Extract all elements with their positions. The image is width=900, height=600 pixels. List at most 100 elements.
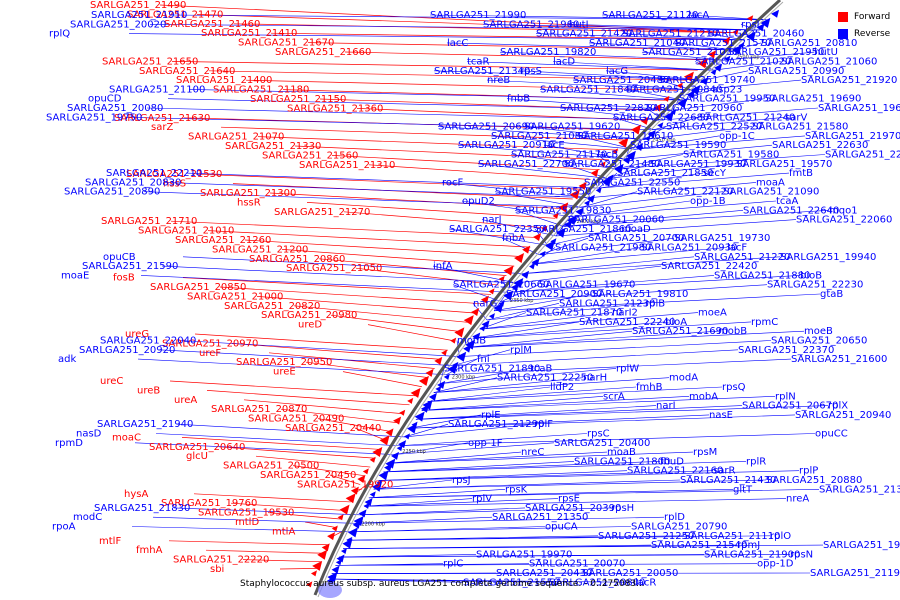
reverse-gene-arrow [625, 150, 636, 161]
reverse-connector [596, 154, 617, 170]
legend-item-reverse: Reverse [838, 25, 890, 42]
forward-gene-label: SARLGA251_20450 [260, 470, 356, 481]
reverse-gene-label: rocF [442, 177, 464, 188]
reverse-gene-label: SARLGA251_19670 [539, 280, 635, 291]
reverse-gene-label: SARLGA251_19940 [780, 252, 876, 263]
reverse-gene-label: SARLGA251_20900 [506, 289, 602, 300]
reverse-connector [486, 79, 694, 91]
forward-gene-arrow [327, 532, 336, 541]
reverse-gene-label: mobB [718, 326, 747, 337]
reverse-gene-arrow [690, 84, 701, 95]
reverse-gene-label: SARLGA251_19950 [679, 94, 775, 105]
kbp-tick-label: 2400 kbp [577, 219, 601, 225]
reverse-connector [427, 386, 551, 402]
reverse-gene-label: SARLGA251_21920 [801, 75, 897, 86]
forward-connector [233, 23, 737, 34]
reverse-gene-label: secY [703, 168, 727, 179]
reverse-connector [703, 70, 749, 81]
reverse-connector [616, 154, 826, 170]
reverse-gene-label: moaE [61, 270, 89, 281]
reverse-connector [559, 107, 664, 121]
reverse-gene-arrow [566, 215, 577, 226]
reverse-gene-label: SARLGA251_21230 [559, 298, 655, 309]
reverse-connector [185, 172, 599, 189]
forward-gene-label: hysA [124, 489, 148, 500]
reverse-connector [508, 275, 801, 293]
reverse-gene-label: opp-1C [719, 131, 755, 142]
forward-gene-arrow [640, 116, 649, 125]
reverse-gene-arrow [513, 278, 524, 289]
reverse-gene-label: rplW [616, 363, 639, 374]
reverse-gene-arrow [340, 548, 347, 555]
forward-gene-arrow [321, 543, 330, 552]
reverse-gene-label: SARLGA251_22350 [449, 224, 545, 235]
forward-connector [304, 521, 338, 529]
reverse-gene-label: SARLGA251_20020 [70, 19, 166, 30]
reverse-gene-arrow [331, 565, 340, 574]
reverse-connector [404, 423, 449, 438]
forward-connector [294, 145, 609, 161]
reverse-gene-label: lacG [606, 66, 628, 77]
reverse-connector [472, 321, 666, 339]
reverse-gene-label: SARLGA251_19690 [765, 94, 861, 105]
forward-gene-label: fmhA [136, 545, 163, 556]
reverse-connector [531, 247, 642, 265]
reverse-gene-label: rplB [645, 298, 665, 309]
reverse-gene-label: moeA [698, 308, 727, 319]
forward-gene-arrow [441, 349, 448, 356]
forward-gene-arrow [522, 245, 531, 254]
reverse-gene-label: rplR [746, 456, 766, 467]
forward-gene-label: ureA [174, 395, 197, 406]
forward-connector [207, 230, 531, 248]
reverse-connector [564, 210, 744, 227]
reverse-gene-label: SARLGA251_19810 [592, 289, 688, 300]
forward-gene-label: SARLGA251_21460 [164, 19, 260, 30]
reverse-swatch [838, 28, 848, 39]
reverse-gene-arrow [686, 90, 695, 99]
reverse-connector [421, 396, 604, 411]
reverse-connector [466, 330, 633, 348]
reverse-connector [373, 479, 767, 490]
reverse-connector [534, 228, 549, 246]
reverse-gene-arrow [586, 194, 595, 203]
reverse-connector [616, 154, 684, 170]
reverse-connector [472, 303, 488, 321]
reverse-gene-label: nreB [487, 75, 510, 86]
forward-gene-arrow [310, 570, 317, 577]
reverse-gene-label: rplN [775, 391, 796, 402]
forward-connector [244, 239, 523, 257]
reverse-gene-label: rpmJ [737, 540, 760, 551]
reverse-gene-arrow [731, 44, 742, 55]
reverse-gene-arrow [531, 258, 540, 267]
reverse-connector [452, 284, 502, 302]
reverse-gene-label: SARLGA251_20800 [549, 577, 645, 588]
reverse-connector [335, 563, 758, 566]
reverse-connector [625, 89, 684, 101]
reverse-gene-label: SARLGA251_21480 [564, 159, 660, 170]
reverse-connector [457, 144, 626, 160]
forward-connector [168, 540, 329, 546]
forward-connector [256, 296, 477, 314]
reverse-gene-label: adk [58, 354, 76, 365]
reverse-gene-label: SARLGA251_22420 [661, 261, 757, 272]
forward-gene-arrow [393, 416, 402, 425]
reverse-connector [588, 42, 735, 51]
reverse-gene-label: SARLGA251_19750 [46, 112, 142, 123]
reverse-gene-label: SARLGA251_21210 [622, 29, 718, 40]
reverse-connector [663, 107, 819, 121]
reverse-connector [524, 256, 695, 274]
reverse-gene-label: SARLGA251_21190 [810, 568, 900, 579]
reverse-connector [161, 265, 517, 284]
forward-connector [306, 202, 556, 219]
reverse-connector [393, 442, 555, 455]
reverse-gene-arrow [745, 31, 756, 42]
forward-gene-label: mtlF [99, 536, 121, 547]
reverse-connector [466, 330, 719, 348]
reverse-gene-label: SARLGA251_20890 [64, 187, 160, 198]
reverse-gene-label: SARLGA251_22250 [497, 373, 593, 384]
reverse-gene-label: SARLGA251_21550 [463, 577, 559, 588]
reverse-connector [494, 293, 821, 312]
reverse-connector [477, 163, 608, 179]
reverse-gene-arrow [595, 187, 602, 194]
